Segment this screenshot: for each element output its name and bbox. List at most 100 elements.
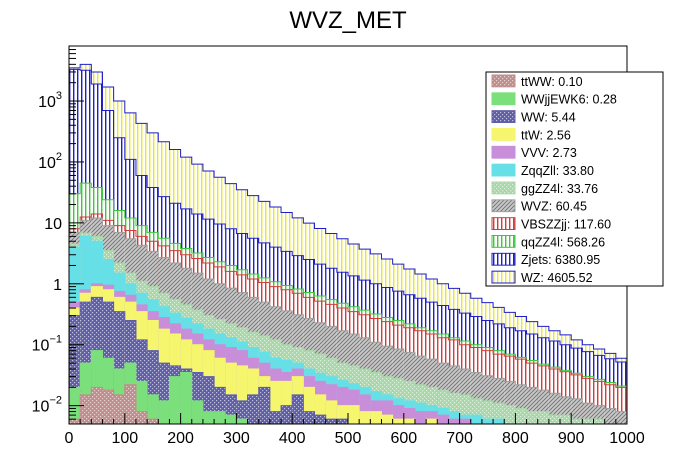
bar-ggzz4l-44 [560,415,572,424]
bar-ww-17 [258,387,270,424]
bar-wwjjewk6-13 [214,411,226,424]
legend-label: qqZZ4l: 568.26 [521,235,605,249]
legend-entry-wwjjewk6: WWjjEWK6: 0.28 [491,92,617,107]
legend-entry-qqzz4l: qqZZ4l: 568.26 [491,235,605,249]
bar-wwjjewk6-14 [225,415,237,424]
bar-ww-7 [147,350,159,424]
bar-ttw-15 [236,365,248,424]
bar-ww-24 [336,419,348,424]
x-tick-label-100: 100 [111,430,138,447]
legend-entry-vvv: VVV: 2.73 [491,145,577,160]
bar-ww-14 [225,394,237,424]
legend-label: Zjets: 6380.95 [521,253,600,267]
legend-swatch [491,110,516,123]
legend-swatch [491,252,516,266]
outline-zqqzll [69,235,627,425]
outline-wz [69,63,627,359]
legend-swatch [491,199,516,213]
bar-wvz-43 [548,393,561,424]
bar-ttw-30 [403,419,415,424]
legend-label: VBSZZjj: 117.60 [521,218,611,232]
bar-wvz-39 [504,381,516,424]
bar-ww-11 [191,372,203,424]
legend-entry-ttww: ttWW: 0.10 [491,74,583,89]
x-tick-label-700: 700 [446,430,473,447]
bar-wwjjewk6-9 [169,376,181,424]
legend-swatch [491,128,516,141]
bar-vvv-29 [392,405,404,424]
bar-ttw-21 [303,387,315,424]
chart-title: WVZ_MET [289,7,407,34]
bar-ggzz4l-38 [493,403,505,424]
legend-swatch [491,270,516,284]
x-tick-label-0: 0 [65,430,74,447]
histogram-bars [69,63,627,425]
y-tick-label: 10−2 [32,395,62,416]
legend-label: WW: 5.44 [521,111,576,125]
bar-vvv-34 [448,419,460,424]
bar-ww-12 [202,376,215,424]
bar-vvv-28 [381,400,393,424]
bar-ttww-1 [80,394,92,424]
legend-swatch [491,235,516,248]
bar-ggzz4l-36 [470,398,482,424]
bar-ww-13 [214,387,226,424]
bar-wvz-40 [515,384,527,424]
legend-box [485,71,664,287]
bar-vvv-31 [414,411,427,424]
bar-wwjjewk6-12 [202,411,215,424]
outline-wvz [69,217,627,413]
x-tick-label-500: 500 [335,430,362,447]
bar-ggzz4l-35 [459,394,471,424]
bar-ttw-18 [269,381,282,424]
bar-ttw-19 [281,381,293,424]
bar-ttww-3 [102,390,114,424]
bar-ww-16 [247,394,259,424]
bar-vvv-30 [403,408,415,424]
bar-ww-23 [325,419,337,424]
legend-swatch [491,145,516,159]
x-tick-label-800: 800 [502,430,529,447]
bar-vbszzjj-47 [593,381,605,424]
x-tick-label-600: 600 [390,430,417,447]
bar-ttw-27 [370,411,382,424]
outline-vbszzjj [69,213,627,388]
bar-wvz-46 [582,403,594,424]
x-tick-label-900: 900 [558,430,585,447]
bar-wvz-44 [560,396,572,424]
bar-zqqzll-37 [481,419,494,424]
bar-ggzz4l-46 [582,419,594,424]
bar-vvv-35 [459,419,471,424]
bar-ggzz4l-37 [481,400,494,424]
outline-ggzz4l [69,232,627,425]
bar-ttww-2 [91,387,103,424]
legend-label: VVV: 2.73 [521,146,577,160]
bar-wwjjewk6-10 [180,372,192,424]
legend-entry-zjets: Zjets: 6380.95 [491,252,600,267]
bar-wwjjewk6-8 [158,400,170,424]
bar-ttw-23 [325,400,337,424]
bar-ggzz4l-41 [526,411,538,424]
legend-label: ggZZ4l: 33.76 [521,182,598,196]
legend-entry-vbszzjj: VBSZZjj: 117.60 [491,217,611,232]
legend-swatch [491,181,516,195]
legend-label: WWjjEWK6: 0.28 [521,93,617,107]
bar-ww-19 [281,405,293,424]
legend-entry-zqqzll: ZqqZll: 33.80 [491,163,594,178]
bar-ttw-29 [392,419,404,424]
legend-entry-ttw: ttW: 2.56 [491,128,571,142]
bar-ttw-28 [381,415,393,424]
bar-ggzz4l-40 [515,408,527,424]
bar-ww-0 [69,315,81,424]
bar-ttw-22 [314,394,326,424]
bar-vbszzjj-46 [582,378,594,424]
y-tick-label: 1 [53,277,62,294]
y-tick-label: 103 [38,90,62,111]
bar-ggzz4l-47 [593,419,605,424]
bar-zqqzll-34 [448,411,460,424]
bar-wwjjewk6-11 [191,400,203,424]
bar-vbszzjj-48 [604,384,616,424]
bar-wwjjewk6-1 [80,363,92,424]
legend-swatch [491,217,516,231]
